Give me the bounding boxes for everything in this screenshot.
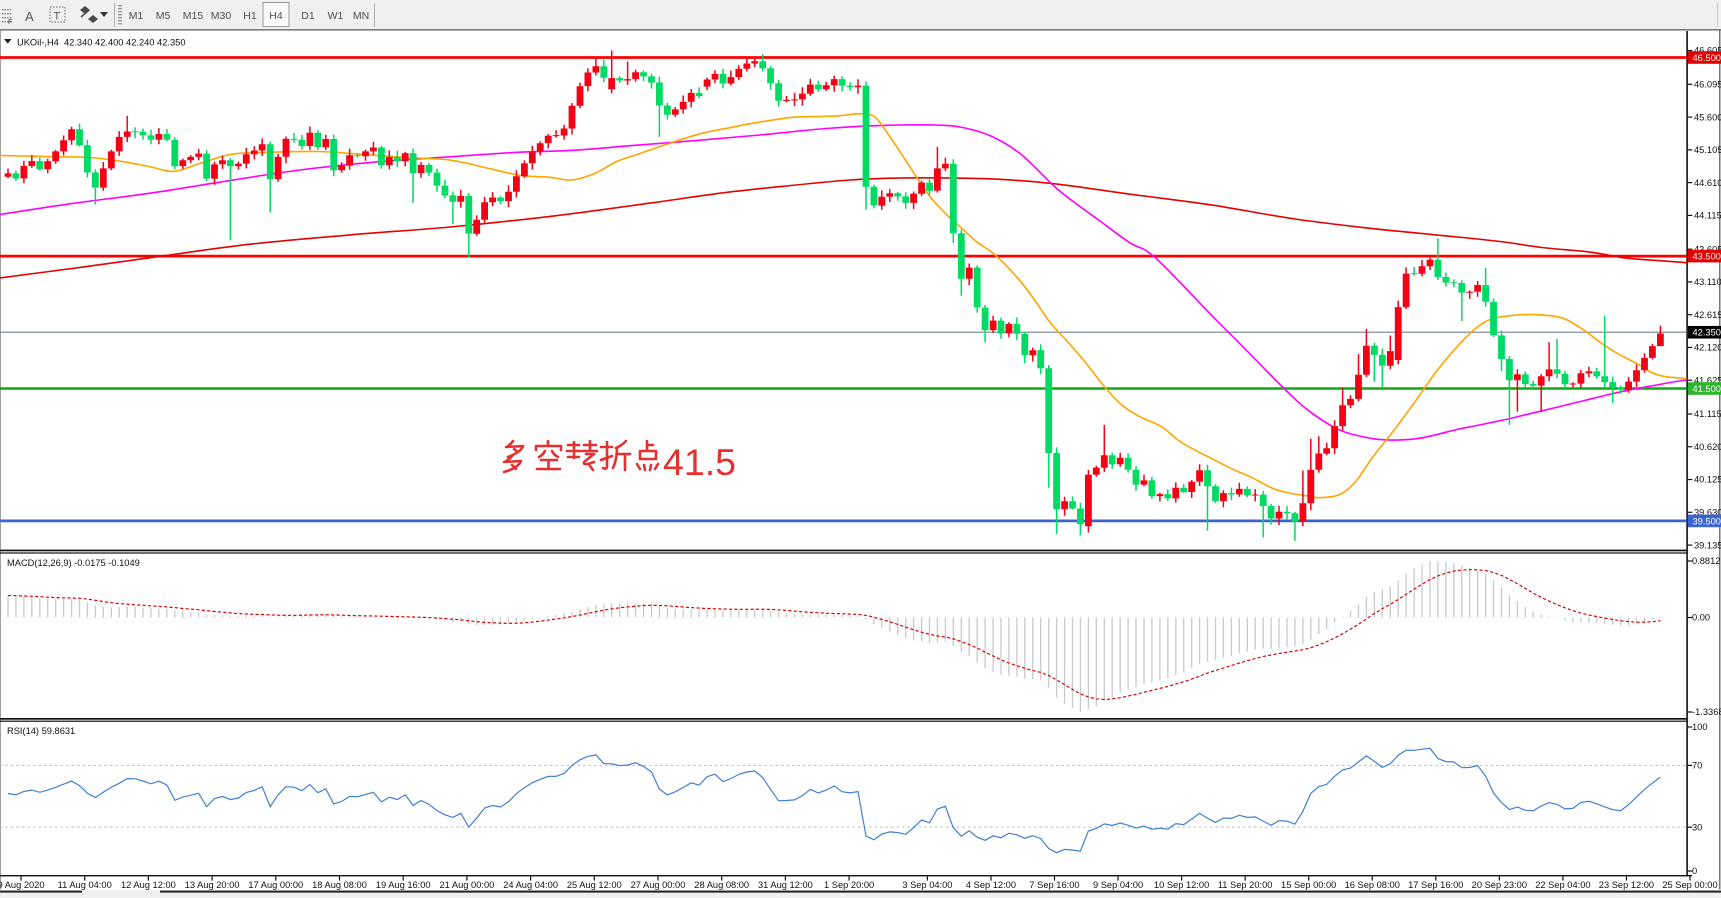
svg-text:17 Sep 16:00: 17 Sep 16:00: [1408, 880, 1463, 890]
svg-text:100: 100: [1692, 722, 1708, 732]
svg-text:0.00: 0.00: [1692, 613, 1710, 623]
svg-text:MACD(12,26,9) -0.0175 -0.1049: MACD(12,26,9) -0.0175 -0.1049: [7, 558, 140, 568]
svg-text:70: 70: [1692, 761, 1702, 771]
svg-text:42.615: 42.615: [1694, 310, 1721, 320]
svg-text:43.110: 43.110: [1694, 277, 1721, 287]
svg-text:13 Aug 20:00: 13 Aug 20:00: [185, 880, 240, 890]
svg-text:41.625: 41.625: [1694, 375, 1721, 385]
svg-text:0: 0: [1692, 866, 1697, 876]
svg-text:30: 30: [1692, 822, 1702, 832]
svg-text:7 Sep 16:00: 7 Sep 16:00: [1029, 880, 1079, 890]
svg-text:15 Sep 00:00: 15 Sep 00:00: [1281, 880, 1336, 890]
svg-text:M15: M15: [183, 10, 204, 22]
svg-text:1 Sep 20:00: 1 Sep 20:00: [824, 880, 874, 890]
svg-text:0.8812: 0.8812: [1692, 556, 1720, 566]
svg-text:45.600: 45.600: [1694, 112, 1721, 122]
svg-text:F: F: [8, 17, 13, 26]
svg-text:41.5: 41.5: [663, 441, 736, 483]
svg-text:M1: M1: [129, 10, 144, 22]
svg-text:A: A: [25, 9, 34, 24]
svg-text:RSI(14) 59.8631: RSI(14) 59.8631: [7, 726, 75, 736]
svg-text:39.500: 39.500: [1693, 516, 1721, 526]
svg-text:42.120: 42.120: [1694, 343, 1721, 353]
svg-text:46.095: 46.095: [1694, 80, 1721, 90]
svg-text:46.605: 46.605: [1694, 46, 1721, 56]
svg-text:UKOil-,H4 42.340 42.400 42.24: UKOil-,H4 42.340 42.400 42.240 42.350: [17, 38, 186, 48]
svg-text:41.500: 41.500: [1693, 384, 1721, 394]
svg-text:T: T: [54, 11, 61, 23]
svg-text:D1: D1: [301, 10, 315, 22]
svg-text:3 Sep 04:00: 3 Sep 04:00: [902, 880, 952, 890]
svg-text:44.115: 44.115: [1694, 211, 1721, 221]
svg-text:M5: M5: [156, 10, 171, 22]
svg-text:28 Aug 08:00: 28 Aug 08:00: [694, 880, 749, 890]
svg-text:4 Sep 12:00: 4 Sep 12:00: [966, 880, 1016, 890]
svg-text:42.350: 42.350: [1693, 328, 1721, 338]
svg-text:11 Aug 04:00: 11 Aug 04:00: [58, 880, 112, 890]
svg-text:20 Sep 23:00: 20 Sep 23:00: [1472, 880, 1527, 890]
svg-text:24 Aug 04:00: 24 Aug 04:00: [503, 880, 558, 890]
svg-text:46.500: 46.500: [1693, 53, 1721, 63]
svg-text:43.605: 43.605: [1694, 244, 1721, 254]
svg-text:43.500: 43.500: [1693, 252, 1721, 262]
svg-text:M30: M30: [211, 10, 232, 22]
svg-text:40.620: 40.620: [1694, 442, 1721, 452]
svg-text:11 Sep 20:00: 11 Sep 20:00: [1218, 880, 1273, 890]
svg-text:-1.3368: -1.3368: [1692, 707, 1721, 717]
svg-text:18 Aug 08:00: 18 Aug 08:00: [312, 880, 367, 890]
svg-text:39.135: 39.135: [1694, 540, 1721, 550]
svg-text:25 Sep 00:00: 25 Sep 00:00: [1662, 880, 1717, 890]
svg-text:9 Aug 2020: 9 Aug 2020: [0, 880, 45, 890]
svg-text:16 Sep 08:00: 16 Sep 08:00: [1345, 880, 1400, 890]
svg-text:H4: H4: [269, 10, 283, 22]
svg-text:31 Aug 12:00: 31 Aug 12:00: [758, 880, 813, 890]
svg-text:10 Sep 12:00: 10 Sep 12:00: [1154, 880, 1209, 890]
svg-text:W1: W1: [328, 10, 344, 22]
svg-text:17 Aug 00:00: 17 Aug 00:00: [248, 880, 303, 890]
svg-text:45.105: 45.105: [1694, 145, 1721, 155]
svg-text:23 Sep 12:00: 23 Sep 12:00: [1599, 880, 1654, 890]
svg-text:9 Sep 04:00: 9 Sep 04:00: [1093, 880, 1143, 890]
svg-text:44.610: 44.610: [1694, 178, 1721, 188]
svg-text:H1: H1: [243, 10, 257, 22]
svg-text:25 Aug 12:00: 25 Aug 12:00: [567, 880, 622, 890]
svg-text:MN: MN: [353, 10, 369, 22]
svg-text:39.630: 39.630: [1694, 507, 1721, 517]
svg-text:12 Aug 12:00: 12 Aug 12:00: [121, 880, 176, 890]
svg-text:27 Aug 00:00: 27 Aug 00:00: [631, 880, 686, 890]
svg-text:41.115: 41.115: [1694, 409, 1721, 419]
svg-text:22 Sep 04:00: 22 Sep 04:00: [1535, 880, 1590, 890]
svg-text:40.125: 40.125: [1694, 475, 1721, 485]
svg-text:19 Aug 16:00: 19 Aug 16:00: [376, 880, 431, 890]
svg-text:21 Aug 00:00: 21 Aug 00:00: [439, 880, 494, 890]
